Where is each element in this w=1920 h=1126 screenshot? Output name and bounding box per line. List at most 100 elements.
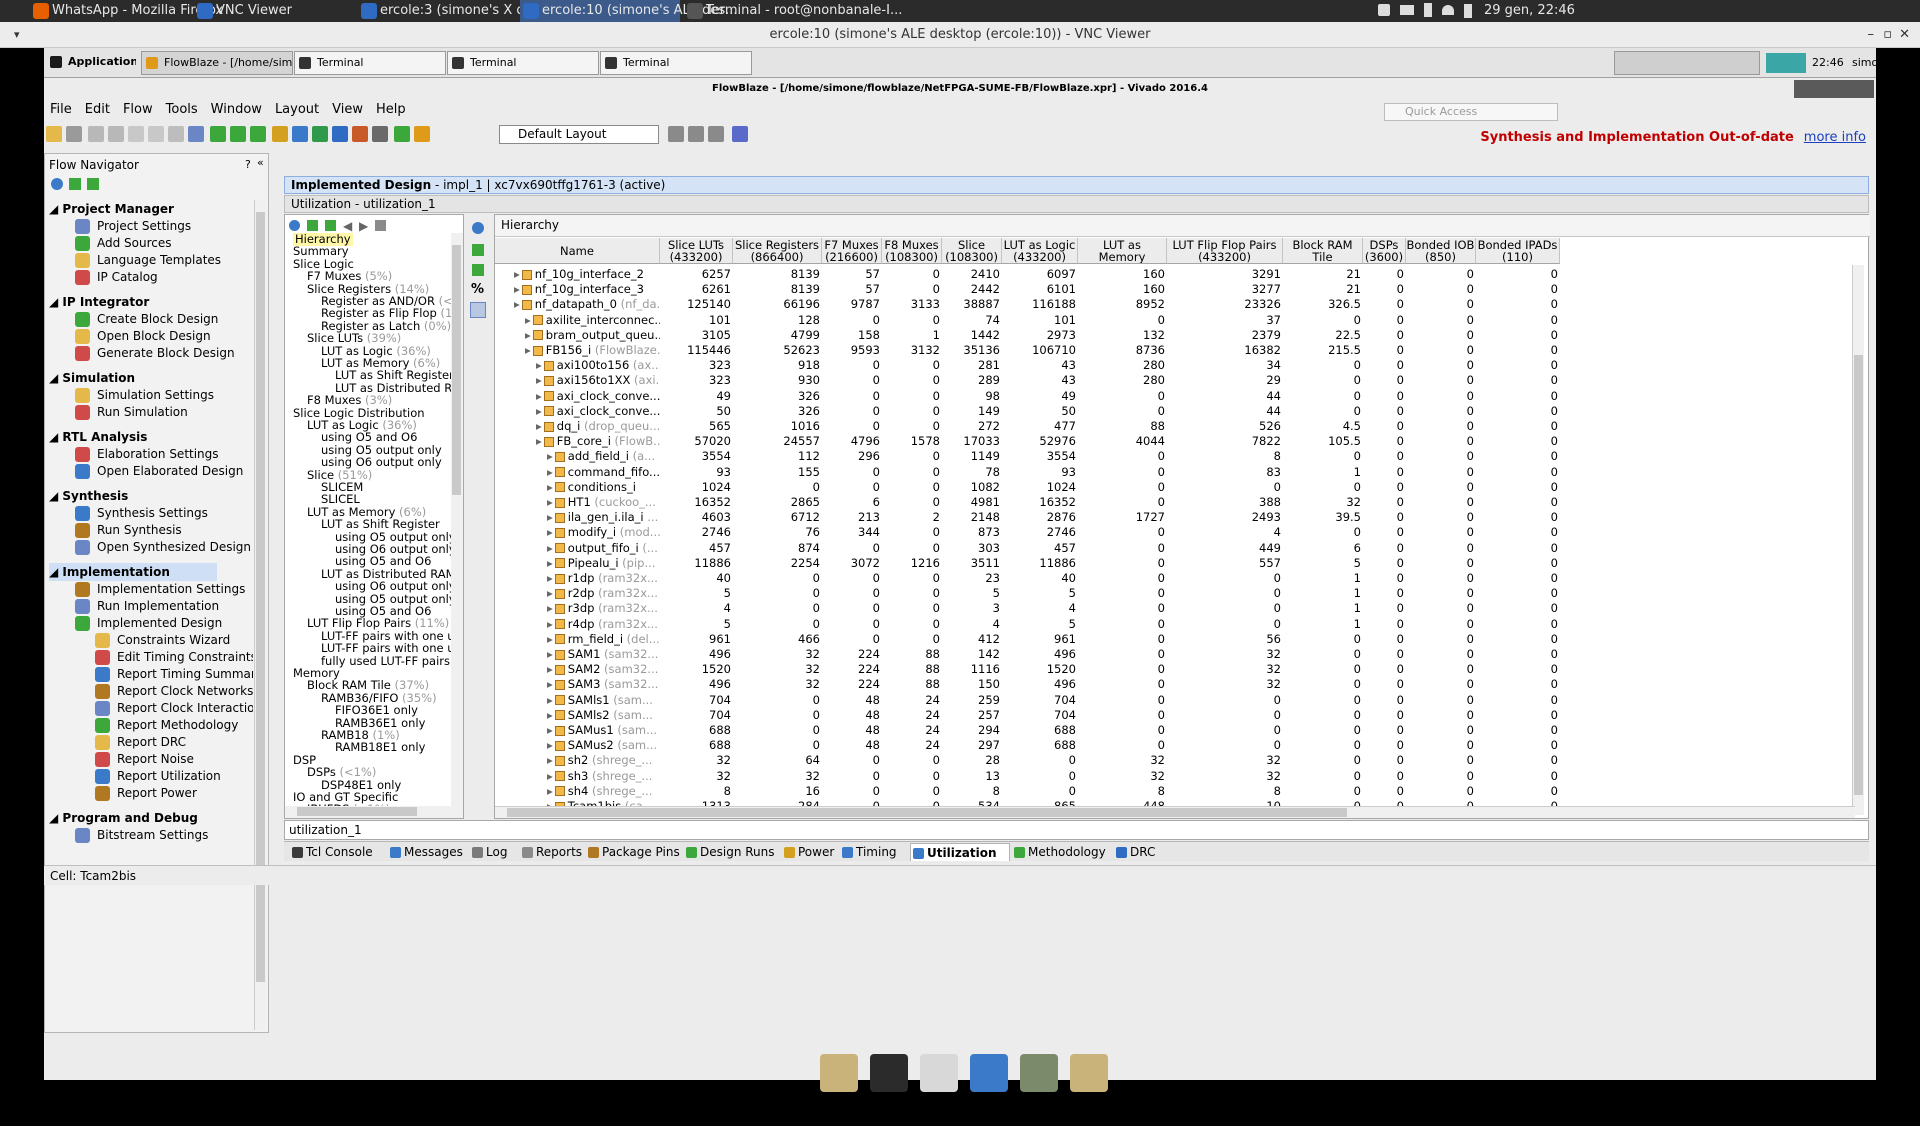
tree-node[interactable]: DSP48E1 only (321, 778, 401, 792)
wifi-icon[interactable] (1442, 5, 1454, 15)
bottom-tab[interactable]: Timing (840, 843, 908, 861)
collapse-all-icon[interactable] (325, 220, 336, 231)
tree-node[interactable]: using O5 output only (335, 592, 451, 606)
forward-arrow-icon[interactable]: ▶ (359, 219, 369, 233)
table-row[interactable]: ▸ SAMus1 (sam... 688 0 48 24 294 688 0 0 0 0 0 0 (495, 723, 1845, 738)
tree-node[interactable]: Register as Latch (0%) (321, 319, 451, 333)
tree-node[interactable]: LUT-FF pairs with one unu (321, 642, 451, 655)
expand-all-icon[interactable] (69, 178, 81, 190)
menu-flow[interactable]: Flow (122, 102, 153, 117)
tree-hscrollbar[interactable] (285, 806, 463, 818)
collapse-arrow-icon[interactable]: ◢ (49, 371, 63, 385)
tree-node[interactable]: RAMB18E1 only (335, 741, 425, 754)
collapse-all-icon[interactable] (472, 264, 484, 276)
tree-node[interactable]: Register as AND/OR (<1%) (321, 295, 451, 308)
table-row[interactable]: ▸ r2dp (ram32x... 5 0 0 0 5 5 0 0 1 0 0 0 (495, 586, 1845, 601)
tree-node[interactable]: Summary (293, 245, 349, 258)
tree-node[interactable]: F8 Muxes (3%) (307, 394, 392, 407)
table-row[interactable]: ▸ add_field_i (a... 3554 112 296 0 1149 3554 0 8 0… (495, 449, 1845, 464)
expand-icon[interactable]: ▸ (547, 692, 553, 707)
flow-item[interactable]: Run Synthesis (75, 521, 182, 539)
tree-node[interactable]: Slice Logic Distribution (293, 406, 425, 420)
bottom-tab[interactable]: Messages (388, 843, 468, 861)
bottom-tab[interactable]: Power (782, 843, 838, 861)
table-row[interactable]: ▸ nf_10g_interface_3 6261 8139 57 0 2442 6101 16… (495, 282, 1845, 297)
mail-icon[interactable] (1400, 5, 1414, 15)
flow-item[interactable]: Open Synthesized Design (75, 538, 251, 556)
tree-node[interactable]: F7 Muxes (5%) (307, 270, 392, 283)
screenshot-icon[interactable] (1020, 1054, 1058, 1092)
remote-tab-terminal-2[interactable]: Terminal (447, 51, 599, 75)
tree-node[interactable]: LUT as Distributed RAM (335, 381, 451, 395)
table-row[interactable]: ▸ SAM2 (sam32... 1520 32 224 88 1116 1520 0 32 0 0 0… (495, 662, 1845, 677)
tree-node[interactable]: IO and GT Specific (293, 791, 398, 804)
layout-icon[interactable] (414, 126, 430, 142)
table-scrollbar[interactable] (1852, 265, 1864, 815)
table-row[interactable]: ▸ axilite_interconnec... 101 128 0 0 74 101 0 37 0… (495, 313, 1845, 328)
flow-item[interactable]: IP Catalog (75, 268, 158, 286)
expand-icon[interactable]: ▸ (514, 297, 520, 312)
table-row[interactable]: ▸ FB156_i (FlowBlaze... 115446 52623 9593 313… (495, 343, 1845, 358)
tree-node[interactable]: FIFO36E1 only (335, 704, 418, 717)
cross-probe-icon[interactable] (688, 126, 704, 142)
expand-icon[interactable]: ▸ (547, 479, 553, 494)
close-icon[interactable]: ✕ (1899, 27, 1910, 42)
bottom-tab[interactable]: Utilization (910, 843, 1010, 861)
flow-item[interactable]: Report Power (95, 784, 197, 802)
tree-node[interactable]: Memory (293, 667, 340, 680)
flow-item[interactable]: Synthesis Settings (75, 504, 208, 522)
flow-item[interactable]: Report Utilization (95, 767, 221, 785)
delete-icon[interactable] (168, 126, 184, 142)
tree-node[interactable]: LUT as Shift Register (321, 518, 440, 531)
tree-node[interactable]: using O6 output only (335, 580, 451, 593)
expand-all-icon[interactable] (472, 244, 484, 256)
menu-view[interactable]: View (332, 102, 363, 117)
expand-icon[interactable]: ▸ (547, 571, 553, 585)
table-row[interactable]: ▸ SAM3 (sam32... 496 32 224 88 150 496 0 32 0 0 0 0 (495, 677, 1845, 692)
flow-section-1[interactable]: ◢ IP Integrator (49, 293, 149, 311)
copy-icon[interactable] (128, 126, 144, 142)
flow-item[interactable]: Open Elaborated Design (75, 462, 243, 480)
expand-icon[interactable]: ▸ (547, 495, 553, 509)
tree-node[interactable]: LUT as Distributed RAM (321, 567, 451, 581)
chevron-down-icon[interactable]: ▾ (14, 28, 20, 41)
expand-icon[interactable]: ▸ (547, 601, 553, 616)
expand-icon[interactable]: ▸ (514, 267, 520, 281)
table-row[interactable]: ▸ axi_clock_conve... 49 326 0 0 98 49 0 44 0 0 0 0 (495, 389, 1845, 404)
report-name-tab[interactable]: utilization_1 (284, 820, 1869, 840)
tools-icon[interactable] (372, 126, 388, 142)
expand-icon[interactable]: ▸ (536, 388, 542, 403)
layout-select[interactable]: Default Layout (499, 125, 659, 144)
tree-node[interactable]: LUT as Memory (6%) (307, 505, 426, 519)
remote-tab-flowblaze[interactable]: FlowBlaze - [/home/simone/flowbl... (141, 51, 293, 75)
tree-node[interactable]: using O5 output only (335, 530, 451, 544)
save-icon[interactable] (66, 126, 82, 142)
table-row[interactable]: ▸ command_fifo... 93 155 0 0 78 93 0 83 1 0 0 0 (495, 465, 1845, 480)
menu-help[interactable]: Help (376, 102, 406, 117)
tree-node[interactable]: LUT as Memory (6%) (321, 357, 440, 370)
table-hscrollbar[interactable] (495, 806, 1855, 818)
column-header[interactable]: Bonded IPADs (110) (1476, 238, 1560, 264)
flow-section-0[interactable]: ◢ Project Manager (49, 200, 174, 218)
expand-icon[interactable]: ▸ (547, 723, 553, 737)
expand-icon[interactable]: ▸ (547, 768, 553, 783)
search-icon[interactable] (289, 220, 300, 231)
expand-icon[interactable]: ▸ (547, 662, 553, 677)
open-project-icon[interactable] (46, 126, 62, 142)
sigma-icon[interactable] (394, 126, 410, 142)
reset-icon[interactable] (312, 126, 328, 142)
tree-node[interactable]: SLICEL (321, 493, 360, 506)
host-clock[interactable]: 29 gen, 22:46 (1484, 3, 1575, 18)
table-row[interactable]: ▸ sh2 (shrege_... 32 64 0 0 28 0 32 32 0 0 0 0 (495, 753, 1845, 768)
help-icon[interactable] (732, 126, 748, 142)
collapse-arrow-icon[interactable]: ◢ (49, 489, 63, 503)
search-icon[interactable] (472, 222, 484, 234)
table-row[interactable]: ▸ Pipealu_i (pip... 11886 2254 3072 1216 3511 1… (495, 556, 1845, 571)
table-row[interactable]: ▸ ila_gen_i.ila_i ... 4603 6712 213 2 2148 2876… (495, 510, 1845, 525)
column-header[interactable]: Name (495, 238, 660, 264)
expand-icon[interactable]: ▸ (547, 555, 553, 570)
expand-icon[interactable]: ▸ (547, 707, 553, 722)
expand-icon[interactable]: ▸ (547, 783, 553, 798)
file-manager-icon[interactable] (820, 1054, 858, 1092)
table-row[interactable]: ▸ axi156to1XX (axi... 323 930 0 0 289 43 280 29 0 0… (495, 373, 1845, 388)
